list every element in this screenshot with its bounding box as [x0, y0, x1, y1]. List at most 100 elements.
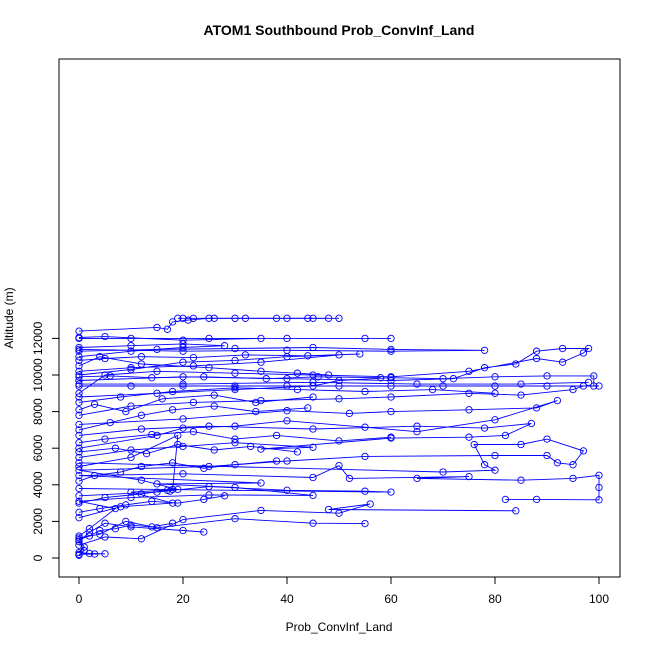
data-point — [283, 346, 291, 354]
series-line — [78, 400, 558, 449]
data-point — [75, 353, 83, 361]
data-point — [361, 519, 369, 528]
data-point — [231, 461, 239, 469]
data-point — [75, 453, 83, 462]
series-17 — [174, 314, 333, 322]
data-point — [75, 420, 83, 429]
data-point — [595, 471, 603, 479]
series-23 — [75, 519, 177, 544]
series-7 — [75, 396, 562, 452]
data-point — [293, 448, 302, 456]
data-point — [116, 503, 125, 511]
series-13 — [75, 343, 489, 355]
series-2 — [75, 500, 520, 549]
data-point — [90, 550, 99, 558]
data-point — [553, 396, 562, 405]
data-point — [324, 314, 333, 322]
y-tick-label: 10000 — [31, 358, 45, 392]
series-line — [78, 387, 496, 403]
x-tick-label: 80 — [488, 592, 502, 606]
data-point — [210, 402, 218, 410]
data-point — [480, 461, 489, 469]
data-point — [189, 428, 198, 436]
data-point — [127, 523, 135, 531]
data-point — [168, 318, 177, 326]
data-point — [184, 316, 192, 324]
data-point — [127, 342, 135, 350]
data-point — [153, 480, 161, 488]
data-point — [179, 415, 187, 423]
data-point — [75, 550, 83, 558]
data-point — [75, 376, 83, 385]
data-point — [75, 541, 83, 549]
data-point — [179, 336, 187, 344]
data-point — [413, 428, 421, 436]
data-point — [179, 343, 187, 352]
series-line — [78, 356, 329, 376]
data-point — [101, 550, 109, 558]
data-point — [137, 462, 146, 471]
data-point — [205, 462, 213, 471]
series-line — [78, 423, 532, 458]
data-point — [75, 382, 83, 390]
data-point — [75, 411, 83, 419]
data-point — [179, 382, 187, 390]
series-line — [78, 486, 392, 497]
data-point — [127, 364, 135, 372]
data-point — [465, 472, 473, 481]
data-point — [532, 495, 541, 504]
data-point — [517, 440, 525, 449]
data-point — [153, 524, 161, 532]
data-point — [335, 437, 343, 445]
data-point — [189, 314, 198, 322]
data-point — [75, 477, 83, 485]
data-point — [252, 398, 260, 407]
data-point — [179, 442, 187, 451]
series-line — [78, 460, 277, 482]
data-point — [309, 473, 317, 482]
data-point — [75, 459, 83, 467]
data-point — [137, 476, 146, 484]
data-point — [137, 535, 146, 543]
data-point — [96, 504, 104, 513]
data-point — [75, 380, 83, 388]
x-tick-label: 60 — [384, 592, 398, 606]
data-point — [127, 347, 135, 355]
data-point — [345, 474, 354, 483]
data-point — [111, 525, 120, 533]
series-15 — [75, 332, 395, 344]
data-point — [153, 323, 161, 332]
data-point — [439, 382, 447, 390]
data-point — [96, 526, 104, 535]
data-point — [527, 419, 536, 428]
data-point — [283, 417, 291, 425]
data-point — [122, 501, 130, 509]
data-point — [387, 345, 395, 354]
series-line — [79, 381, 589, 385]
data-point — [257, 334, 265, 343]
data-point — [231, 382, 239, 390]
data-point — [231, 515, 239, 523]
data-point — [465, 433, 473, 441]
data-point — [387, 347, 395, 355]
data-point — [324, 505, 333, 514]
data-point — [189, 362, 198, 370]
data-point — [387, 373, 395, 381]
data-point — [75, 327, 83, 335]
data-point — [127, 334, 135, 343]
series-22 — [75, 492, 229, 516]
data-point — [210, 314, 218, 322]
data-point — [127, 382, 135, 390]
data-point — [309, 371, 317, 379]
data-point — [148, 374, 156, 382]
series-1 — [75, 515, 369, 558]
data-point — [127, 521, 135, 529]
data-point — [309, 519, 317, 527]
data-point — [335, 395, 343, 403]
x-tick-label: 40 — [280, 592, 294, 606]
data-point — [517, 380, 525, 388]
data-point — [569, 461, 577, 469]
data-point — [75, 548, 83, 557]
data-point — [361, 423, 369, 431]
data-point — [111, 444, 120, 452]
